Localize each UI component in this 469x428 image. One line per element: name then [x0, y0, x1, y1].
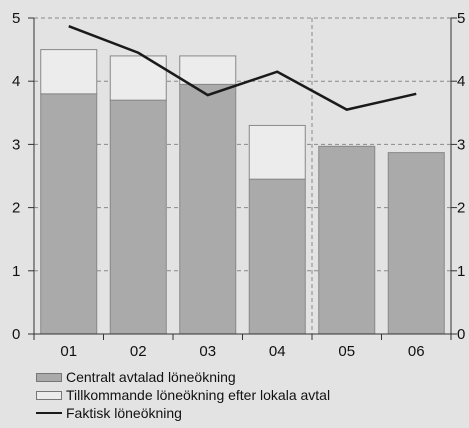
y-tick-label-left: 5: [12, 10, 20, 27]
bar-central: [318, 145, 376, 335]
legend-item-local: Tillkommande löneökning efter lokala avt…: [36, 386, 330, 404]
y-tick-label-right: 3: [457, 136, 465, 153]
legend-swatch-local: [36, 390, 62, 400]
x-tick-label: 02: [130, 343, 147, 360]
bar-central: [179, 83, 237, 335]
bar-local: [109, 55, 167, 101]
legend-swatch-actual: [36, 412, 62, 414]
y-tick-label-right: 0: [457, 326, 465, 343]
bar-local: [248, 124, 306, 180]
y-tick-label-left: 3: [12, 136, 20, 153]
y-tick-label-left: 0: [12, 326, 20, 343]
legend-swatch-central: [36, 372, 62, 382]
bar-local: [40, 49, 98, 95]
bar-central: [40, 93, 98, 335]
y-tick-label-right: 4: [457, 73, 465, 90]
y-tick-label-left: 1: [12, 263, 20, 280]
y-tick-label-right: 2: [457, 200, 465, 217]
legend-item-central: Centralt avtalad löneökning: [36, 368, 330, 386]
bar-central: [248, 178, 306, 335]
bar-central: [109, 99, 167, 335]
legend-label-central: Centralt avtalad löneökning: [66, 369, 236, 385]
x-tick-label: 06: [408, 343, 425, 360]
x-tick-label: 01: [60, 343, 77, 360]
y-tick-label-left: 2: [12, 200, 20, 217]
y-tick-label-left: 4: [12, 73, 20, 90]
y-tick-label-right: 1: [457, 263, 465, 280]
x-tick-label: 03: [199, 343, 216, 360]
x-tick-label: 05: [338, 343, 355, 360]
legend-label-local: Tillkommande löneökning efter lokala avt…: [66, 387, 331, 403]
bar-central: [387, 152, 445, 335]
legend-label-actual: Faktisk löneökning: [66, 405, 182, 421]
y-tick-label-right: 5: [457, 10, 465, 27]
bar-local: [179, 55, 237, 85]
legend: Centralt avtalad löneökning Tillkommande…: [36, 368, 330, 422]
line-actual: [68, 25, 417, 111]
x-tick-label: 04: [269, 343, 286, 360]
legend-item-actual: Faktisk löneökning: [36, 404, 330, 422]
